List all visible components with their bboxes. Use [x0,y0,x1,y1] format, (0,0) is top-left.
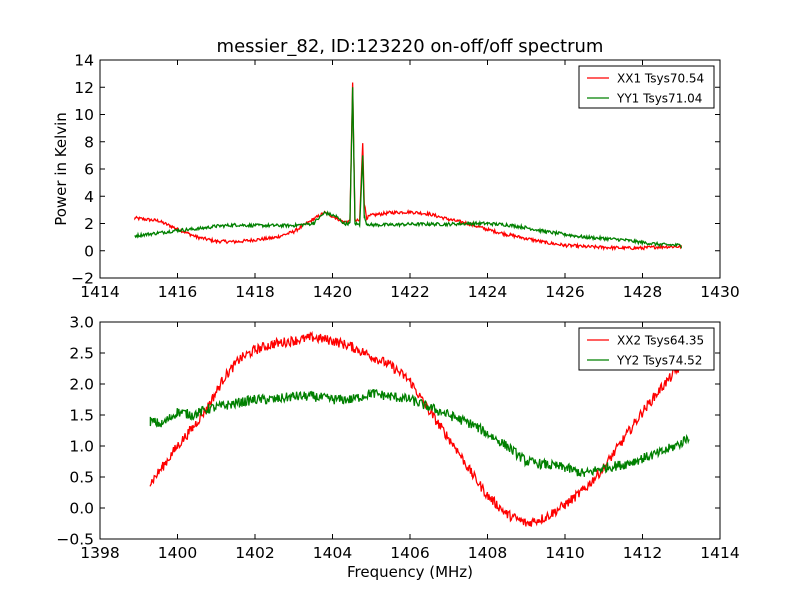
x-tick-label: 1402 [235,544,274,562]
x-tick-label: 1422 [390,283,429,301]
legend-label-xx2: XX2 Tsys64.35 [617,334,704,348]
y-tick-label: 0 [84,242,94,260]
series-line-xx1 [134,82,682,252]
x-tick-label: 1426 [545,283,584,301]
legend-label-yy2: YY2 Tsys74.52 [616,354,702,368]
top-axis-ticks: 1414 1416 1418 1420 1422 1424 1426 1428 1430 −2 0 2… [71,52,740,302]
x-tick-label: 1428 [623,283,662,301]
top-y-axis-label: Power in Kelvin [52,112,70,226]
legend-label-xx1: XX1 Tsys70.54 [617,72,704,86]
x-tick-label: 1420 [313,283,352,301]
x-tick-label: 1400 [158,544,197,562]
y-tick-label: 2.5 [69,345,94,363]
top-subplot: messier_82, ID:123220 on-off/off spectru… [52,36,740,301]
x-tick-label: 1412 [623,544,662,562]
y-tick-label: 8 [84,133,94,151]
y-tick-label: 1.5 [69,407,94,425]
series-line-xx2 [149,330,690,527]
y-tick-label: 3.0 [69,314,94,332]
y-tick-label: 4 [84,188,94,206]
bottom-x-axis-label: Frequency (MHz) [347,563,473,581]
x-tick-label: 1398 [80,544,119,562]
series-line-yy2 [149,388,690,477]
y-tick-label: 1.0 [69,438,94,456]
x-tick-label: 1430 [700,283,739,301]
y-tick-label: 0.5 [69,469,94,487]
y-tick-label: 12 [74,79,94,97]
y-tick-label: −2 [71,270,94,288]
top-series-lines [134,82,682,252]
y-tick-label: 10 [74,106,94,124]
x-tick-label: 1424 [468,283,507,301]
y-tick-label: 6 [84,161,94,179]
x-tick-label: 1418 [235,283,274,301]
y-tick-label: 2.0 [69,376,94,394]
x-tick-label: 1408 [468,544,507,562]
top-legend-box [578,65,715,109]
y-tick-label: 0.0 [69,500,94,518]
x-tick-label: 1414 [80,283,119,301]
legend-label-yy1: YY1 Tsys71.04 [616,92,702,106]
bottom-series-lines [149,330,690,527]
bottom-legend-box [578,327,715,371]
x-tick-label: 1416 [158,283,197,301]
y-tick-label: −0.5 [56,531,94,549]
top-chart-title: messier_82, ID:123220 on-off/off spectru… [217,36,604,57]
y-tick-label: 14 [74,52,94,70]
bottom-subplot: Frequency (MHz) 1398 1400 1402 1404 1406 1408… [56,314,739,582]
bottom-axis-ticks: 1398 1400 1402 1404 1406 1408 1410 1412 1414 −0.5… [56,314,739,563]
series-line-yy1 [134,87,682,249]
x-tick-label: 1414 [700,544,739,562]
top-legend: XX1 Tsys70.54 YY1 Tsys71.04 [578,65,715,109]
y-tick-label: 2 [84,215,94,233]
x-tick-label: 1406 [390,544,429,562]
x-tick-label: 1404 [313,544,352,562]
x-tick-label: 1410 [545,544,584,562]
bottom-legend: XX2 Tsys64.35 YY2 Tsys74.52 [578,327,715,371]
